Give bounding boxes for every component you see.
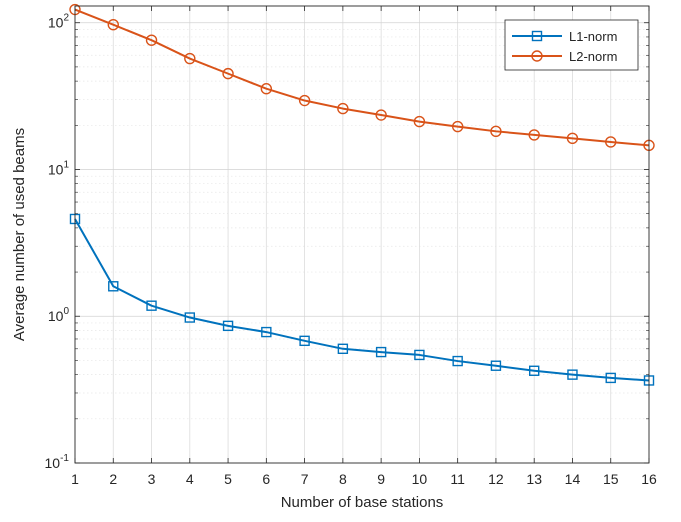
legend-item-l2-norm: L2-norm — [512, 49, 617, 64]
x-tick-label: 15 — [603, 471, 619, 487]
y-axis: 10-1 100 101 102 — [45, 13, 649, 471]
data-point-l2-norm — [566, 132, 579, 145]
major-grid — [75, 6, 649, 463]
x-tick-label: 7 — [301, 471, 309, 487]
plot-frame — [74, 5, 650, 464]
x-axis: 1 2 3 4 5 6 7 8 9 10 11 12 13 14 15 16 — [71, 6, 657, 487]
data-point-l2-norm — [145, 34, 158, 46]
data-point-l2-norm — [260, 83, 273, 95]
legend-item-l1-norm: L1-norm — [512, 29, 617, 44]
plot-area — [75, 6, 649, 463]
data-point-l2-norm — [298, 94, 311, 107]
legend-items: L1-norm L2-norm — [512, 29, 617, 64]
x-tick-label: 8 — [339, 471, 347, 487]
y-tick-label: 101 — [48, 159, 70, 177]
data-point-l1-norm — [414, 349, 425, 361]
data-point-l1-norm — [261, 326, 272, 338]
x-tick-label: 12 — [488, 471, 504, 487]
x-tick-label: 16 — [641, 471, 657, 487]
data-point-l1-norm — [108, 281, 119, 292]
x-tick-label: 1 — [71, 471, 79, 487]
data-point-l1-norm — [529, 365, 540, 376]
x-tick-label: 5 — [224, 471, 232, 487]
series-line-l2-norm — [74, 8, 650, 147]
data-point-l2-norm — [107, 18, 119, 31]
data-point-l1-norm — [452, 355, 463, 367]
data-point-l2-norm — [451, 120, 464, 133]
x-tick-label: 13 — [526, 471, 542, 487]
data-point-l1-norm — [605, 372, 616, 384]
data-point-l2-norm — [605, 136, 617, 148]
legend-box — [504, 19, 639, 71]
data-point-l1-norm — [222, 320, 234, 332]
y-tick-label: 100 — [48, 306, 70, 324]
data-point-l2-norm — [375, 109, 387, 121]
x-tick-label: 4 — [186, 471, 194, 487]
data-point-l2-norm — [413, 115, 426, 128]
x-axis-label: Number of base stations — [281, 494, 444, 511]
data-point-l2-norm — [490, 125, 502, 138]
data-point-l1-norm — [375, 346, 387, 358]
y-tick-label: 10-1 — [45, 453, 70, 471]
data-point-l1-norm — [337, 343, 349, 354]
data-point-l2-norm — [184, 52, 196, 65]
data-point-l2-norm — [337, 102, 349, 115]
x-tick-label: 2 — [109, 471, 117, 487]
x-tick-label: 6 — [262, 471, 270, 487]
legend-marker-l1-norm — [531, 30, 543, 42]
y-axis-label: Average number of used beams — [11, 128, 28, 341]
data-point-l1-norm — [490, 360, 502, 371]
legend-marker-l2-norm — [531, 50, 543, 62]
data-point-l1-norm — [146, 300, 157, 311]
data-point-l2-norm — [222, 67, 234, 80]
series-line-l1-norm — [74, 218, 650, 382]
legend-label-l2-norm: L2-norm — [569, 49, 617, 64]
data-point-l1-norm — [567, 369, 578, 380]
x-tick-label: 11 — [450, 471, 465, 487]
y-tick-label: 102 — [48, 13, 70, 31]
legend-label-l1-norm: L1-norm — [569, 29, 617, 44]
x-tick-label: 3 — [148, 471, 156, 487]
data-point-l1-norm — [299, 335, 310, 347]
x-tick-label: 9 — [377, 471, 385, 487]
data-point-l2-norm — [528, 129, 540, 141]
series-l2-norm — [69, 3, 655, 152]
x-tick-label: 14 — [565, 471, 581, 487]
legend: L1-norm L2-norm — [504, 19, 639, 71]
x-tick-label: 10 — [412, 471, 428, 487]
data-point-l1-norm — [184, 312, 196, 323]
